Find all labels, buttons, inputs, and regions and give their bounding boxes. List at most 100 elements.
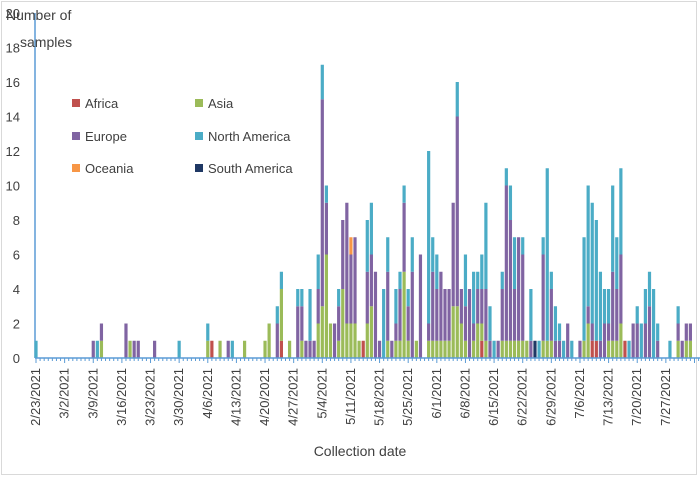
bar-segment-europe	[324, 202, 328, 255]
bar-segment-asia	[549, 340, 553, 358]
bar-segment-europe	[99, 323, 104, 341]
bar-segment-europe	[549, 289, 553, 341]
bar-segment-africa	[210, 340, 214, 358]
bar-segment-north-america	[230, 340, 234, 358]
x-tick-label: 5/4/2021	[314, 368, 329, 419]
bar-segment-asia	[402, 271, 406, 358]
bar-segment-north-america	[308, 289, 312, 341]
legend-swatch	[72, 164, 80, 172]
x-tick-label: 6/15/2021	[486, 368, 501, 426]
bar-segment-asia	[500, 340, 504, 358]
bar-segment-europe	[607, 323, 611, 341]
bar-segment-europe	[386, 271, 390, 341]
bar-segment-north-america	[279, 271, 283, 289]
bar-segment-asia	[688, 340, 692, 358]
bar-segment-europe	[557, 340, 562, 358]
bar-segment-europe	[373, 271, 378, 358]
x-tick-label: 6/8/2021	[457, 368, 472, 419]
bar-segment-europe	[504, 185, 508, 341]
bar-segment-europe	[472, 323, 476, 341]
bar-segment-europe	[431, 271, 435, 341]
bar-segment-north-america	[639, 323, 643, 358]
bar-segment-europe	[435, 289, 439, 341]
bar-segment-asia	[439, 340, 443, 358]
bar-segment-europe	[508, 220, 513, 341]
bar-segment-asia	[459, 323, 463, 358]
bar-segment-asia	[508, 340, 513, 358]
bar-segment-asia	[619, 323, 623, 358]
bar-segment-europe	[91, 340, 95, 358]
legend-label: Africa	[85, 96, 119, 111]
bar-segment-north-america	[545, 168, 549, 341]
bar-segment-europe	[394, 323, 398, 341]
bar-segment-north-america	[512, 237, 517, 289]
y-tick-label: 12	[6, 144, 20, 159]
bar-segment-north-america	[206, 323, 210, 341]
x-tick-label: 4/27/2021	[286, 368, 301, 426]
bar-segment-europe	[611, 271, 615, 341]
bar-segment-europe	[226, 340, 230, 358]
bar-segment-asia	[521, 340, 525, 358]
bar-segment-asia	[324, 254, 328, 358]
bar-segment-asia	[206, 340, 210, 358]
bar-segment-europe	[529, 340, 533, 358]
legend-swatch	[72, 132, 80, 140]
legend-item-oceania: Oceania	[72, 161, 134, 176]
bar-segment-europe	[337, 306, 341, 341]
bar-segment-europe	[447, 289, 451, 341]
bar-segment-north-america	[529, 289, 533, 341]
bar-segment-asia	[582, 340, 586, 358]
bar-segment-europe	[500, 289, 504, 341]
bar-segment-north-america	[476, 271, 480, 289]
bar-segment-north-america	[484, 202, 488, 289]
bar-segment-europe	[345, 202, 349, 324]
bar-segment-north-america	[324, 185, 328, 203]
bar-segment-south-america	[533, 340, 537, 358]
y-axis-label-line2: samples	[20, 34, 72, 50]
bar-segment-africa	[480, 340, 484, 358]
x-tick-label: 5/11/2021	[343, 368, 358, 425]
bar-segment-north-america	[615, 237, 619, 289]
bar-segment-europe	[443, 289, 447, 341]
legend-swatch	[195, 164, 203, 172]
x-tick-label: 3/23/2021	[143, 368, 158, 426]
legend-item-africa: Africa	[72, 96, 119, 111]
bar-segment-north-america	[594, 220, 598, 341]
bar-segment-europe	[410, 271, 414, 358]
bar-segment-asia	[414, 340, 418, 358]
bar-segment-asia	[427, 340, 431, 358]
bar-segment-europe	[124, 323, 128, 358]
bar-segment-asia	[480, 323, 484, 341]
bar-segment-europe	[296, 306, 300, 358]
y-tick-label: 2	[13, 317, 20, 332]
bar-segment-asia	[365, 323, 369, 358]
bar-segment-north-america	[455, 82, 459, 117]
bar-segment-north-america	[431, 237, 435, 272]
bar-segment-north-america	[557, 323, 562, 341]
bar-segment-europe	[463, 306, 468, 341]
bars	[34, 64, 692, 358]
bar-segment-europe	[136, 340, 140, 358]
bar-segment-asia	[431, 340, 435, 358]
bar-segment-asia	[218, 340, 222, 358]
bar-segment-asia	[263, 340, 267, 358]
bar-segment-asia	[525, 340, 529, 358]
bar-segment-north-america	[598, 271, 603, 341]
x-tick-label: 7/6/2021	[572, 368, 587, 419]
bar-segment-north-america	[570, 340, 574, 358]
legend-item-south-america: South America	[195, 161, 293, 176]
bar-segment-asia	[586, 323, 590, 358]
bar-segment-north-america	[316, 254, 320, 289]
bar-segment-north-america	[553, 306, 558, 341]
bar-segment-north-america	[651, 289, 656, 358]
bar-segment-asia	[463, 340, 468, 358]
bar-segment-europe	[680, 340, 684, 358]
y-tick-label: 14	[6, 110, 20, 125]
bar-segment-asia	[406, 340, 410, 358]
bar-segment-europe	[647, 306, 652, 358]
bar-segment-europe	[455, 116, 459, 307]
bar-segment-asia	[328, 323, 333, 358]
bar-segment-north-america	[95, 340, 99, 358]
bar-segment-north-america	[300, 289, 304, 307]
bar-segment-north-america	[508, 185, 513, 220]
